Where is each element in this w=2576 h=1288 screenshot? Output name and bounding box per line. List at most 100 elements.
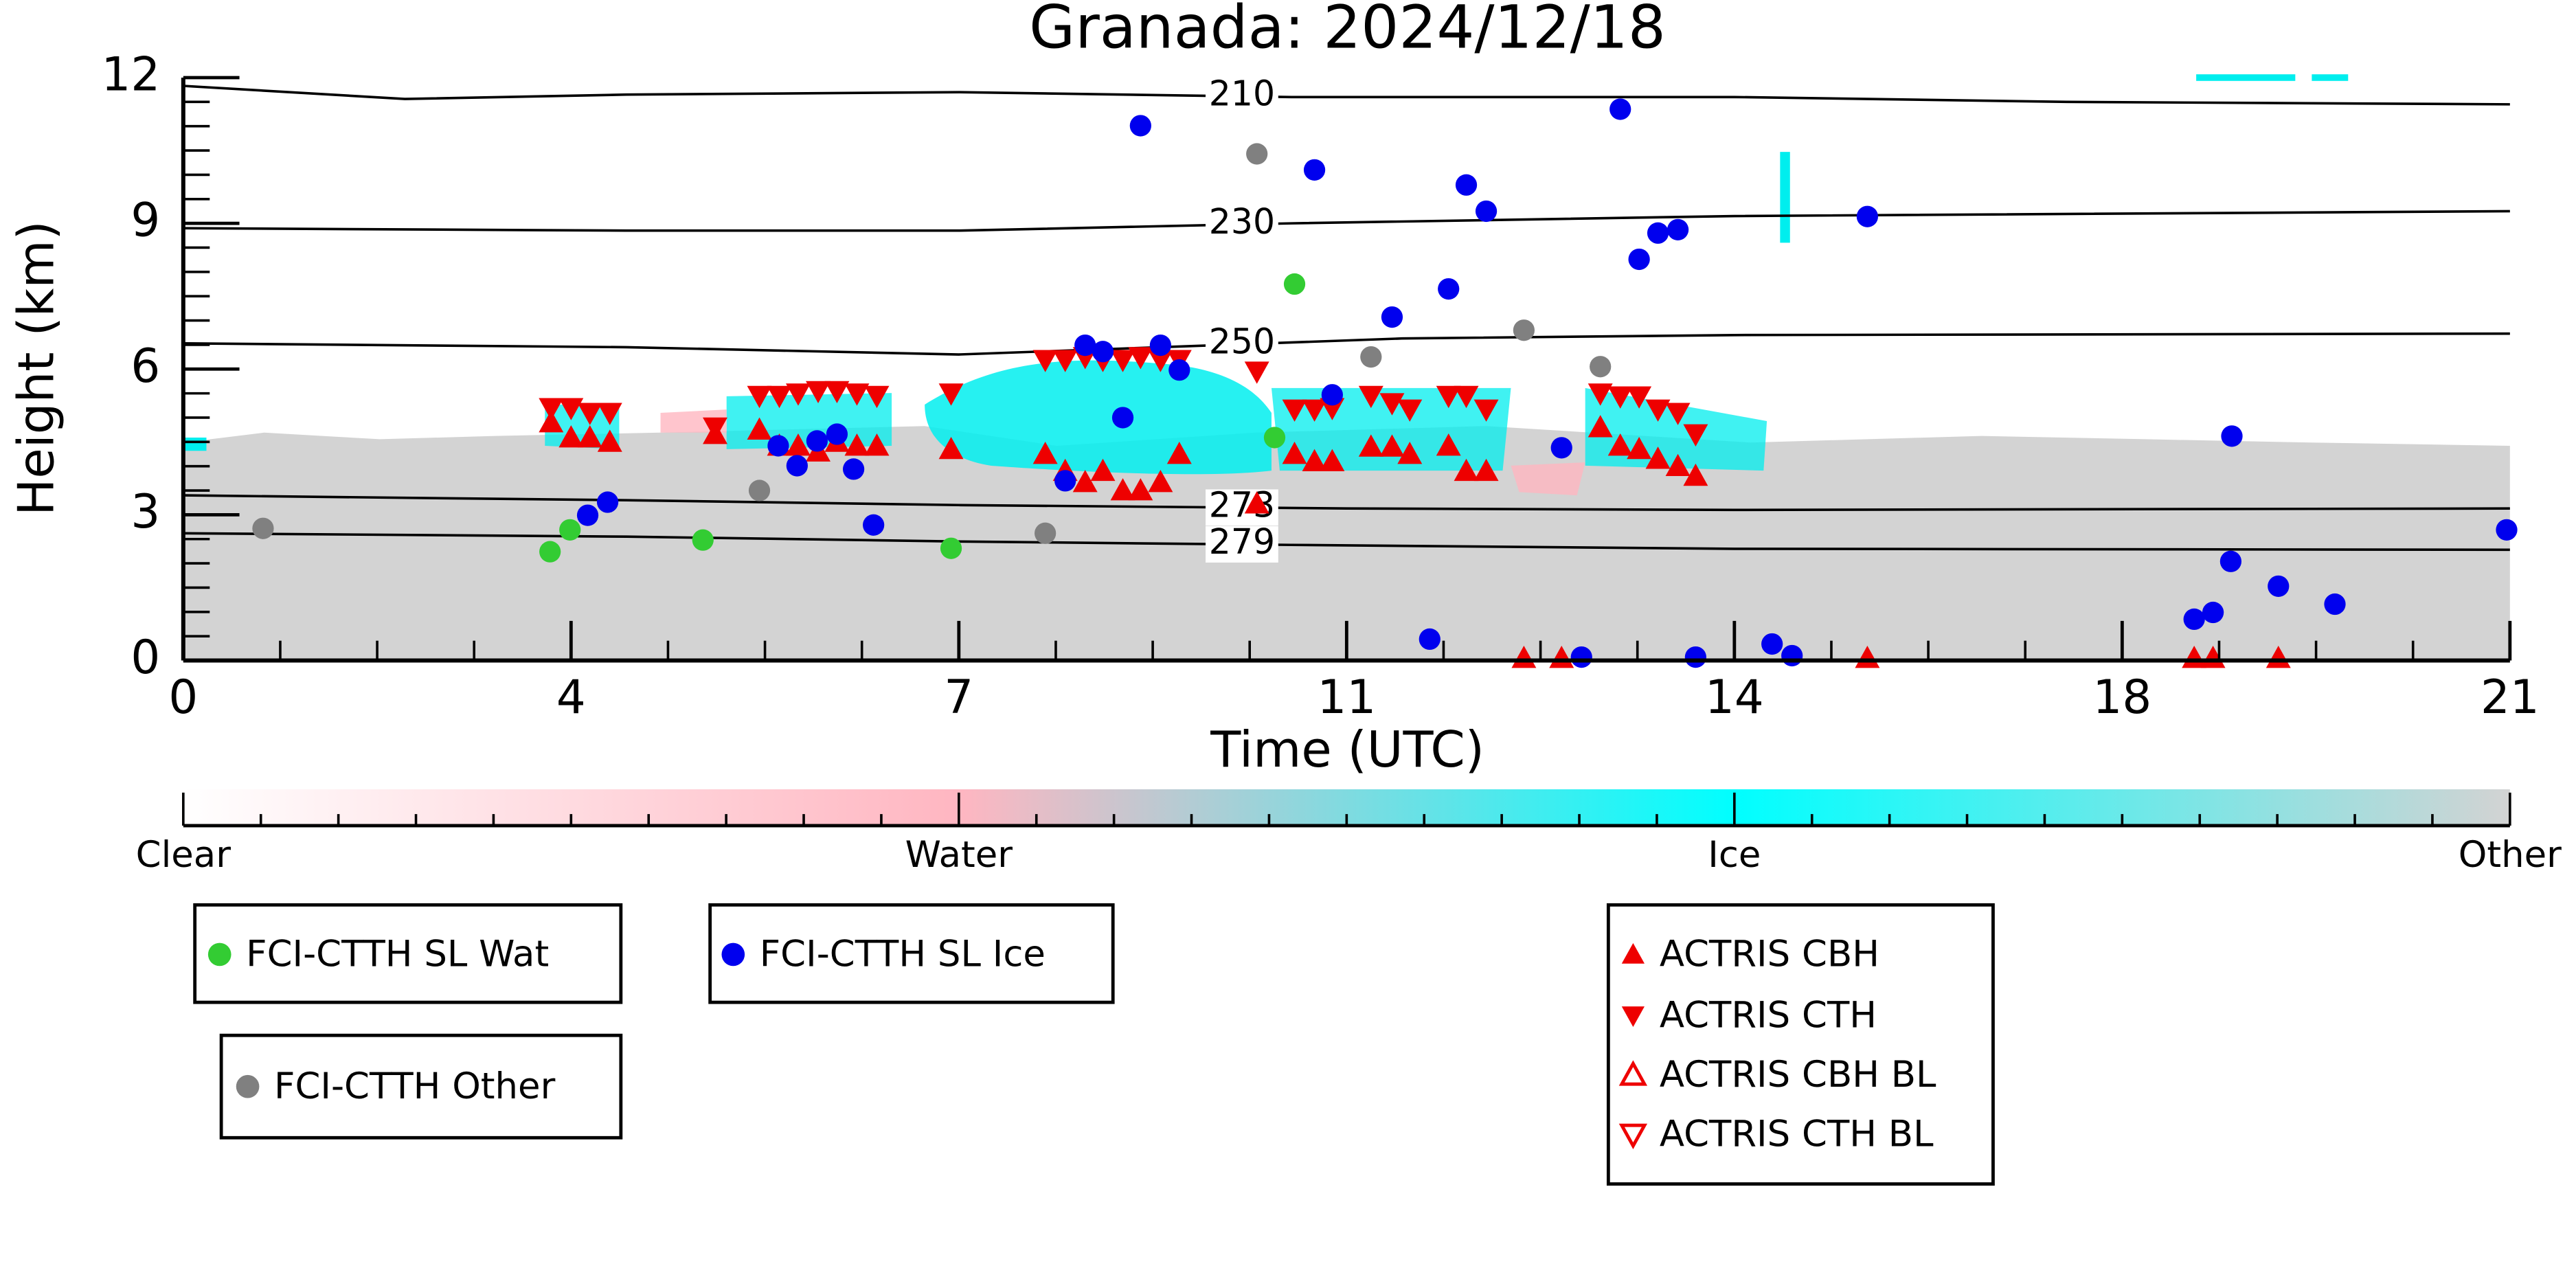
legend-label: ACTRIS CTH BL (1660, 1113, 1934, 1155)
point (207, 942, 231, 967)
point (1684, 646, 1707, 668)
colorbar-label: Clear (136, 834, 231, 876)
isotherm-label: 210 (1209, 74, 1275, 114)
point (1856, 205, 1879, 227)
triangle (597, 403, 622, 425)
triangle (1607, 386, 1633, 409)
point (2183, 608, 2205, 631)
point (1092, 341, 1114, 363)
triangle (1436, 433, 1461, 456)
legend-label: FCI-CTTH Other (274, 1065, 556, 1107)
y-tick-label: 6 (131, 339, 160, 393)
triangle (1621, 1006, 1645, 1027)
isotherm-label: 230 (1209, 201, 1275, 242)
point (1360, 346, 1382, 368)
triangle (1320, 449, 1345, 471)
point (1667, 218, 1689, 240)
triangle (1588, 383, 1613, 406)
triangle (1473, 458, 1499, 482)
point (2324, 593, 2346, 615)
isotherm-label-bg (1206, 526, 1278, 563)
point (1149, 334, 1172, 357)
legend-label: ACTRIS CTH (1660, 994, 1877, 1036)
colorbar-label: Ice (1708, 834, 1761, 876)
triangle (938, 383, 964, 406)
x-tick-label: 18 (2093, 670, 2152, 724)
point (1283, 273, 1306, 295)
triangle (1618, 1060, 1648, 1086)
triangle (1607, 433, 1633, 456)
x-axis-label: Time (UTC) (1210, 721, 1484, 779)
triangle (767, 385, 792, 409)
triangle (1032, 350, 1058, 372)
legend-label: FCI-CTTH SL Wat (246, 933, 549, 975)
point (1419, 628, 1440, 651)
point (1263, 427, 1286, 449)
colorbar-label: Other (2459, 834, 2562, 876)
point (236, 1074, 260, 1098)
triangle (1320, 398, 1345, 420)
triangle (1627, 436, 1652, 460)
triangle (558, 398, 584, 420)
point (1513, 319, 1535, 341)
point (1054, 470, 1076, 492)
triangle (1244, 361, 1269, 384)
point (2268, 575, 2290, 597)
y-tick-label: 9 (131, 194, 160, 247)
point (1609, 98, 1631, 120)
point (748, 479, 771, 501)
triangle (1128, 347, 1153, 370)
triangle (558, 425, 584, 448)
point (1111, 407, 1134, 429)
point (1475, 200, 1498, 223)
point (786, 455, 808, 477)
triangle (844, 433, 870, 456)
triangle (1110, 478, 1136, 501)
isotherm-label-bg (1206, 78, 1278, 115)
point (596, 491, 619, 513)
isotherm-label-bg (1206, 489, 1278, 526)
triangle (864, 433, 890, 456)
triangle (806, 381, 831, 404)
triangle (1397, 399, 1423, 422)
legend-label: FCI-CTTH SL Ice (760, 933, 1046, 975)
triangle (785, 433, 811, 456)
point (1781, 644, 1803, 667)
triangle (785, 383, 811, 406)
point (2221, 425, 2243, 447)
isotherm (183, 494, 2510, 512)
triangle (1052, 350, 1078, 372)
point (1381, 306, 1403, 328)
legend: FCI-CTTH SL Wat FCI-CTTH SL Ice FCI-CTTH O… (193, 903, 1995, 1186)
triangle (1473, 399, 1499, 422)
point (1455, 174, 1478, 196)
triangle (1282, 399, 1307, 422)
point (2496, 519, 2518, 541)
triangle (1454, 385, 1479, 409)
point (1321, 384, 1343, 406)
isotherm (183, 210, 2510, 232)
y-tick-label: 12 (102, 48, 161, 102)
triangle (1302, 399, 1327, 422)
triangle (1110, 350, 1136, 372)
triangle (864, 385, 890, 409)
point (1550, 437, 1572, 459)
x-tick-label: 11 (1318, 670, 1377, 724)
triangle (1645, 447, 1671, 469)
isotherm-label-bg (1206, 326, 1278, 363)
legend-box (219, 1033, 623, 1140)
point (1438, 278, 1460, 300)
point (1628, 248, 1650, 271)
point (1246, 143, 1268, 165)
point (842, 458, 865, 480)
triangle (1244, 491, 1269, 514)
x-tick-label: 14 (1705, 670, 1764, 724)
triangle (1090, 458, 1116, 482)
legend-box (708, 903, 1115, 1004)
colorbar-label: Water (905, 834, 1013, 876)
triangle (1148, 470, 1173, 493)
chart-title: Granada: 2024/12/18 (1029, 0, 1666, 63)
triangle (1588, 415, 1613, 438)
point (1168, 359, 1190, 381)
